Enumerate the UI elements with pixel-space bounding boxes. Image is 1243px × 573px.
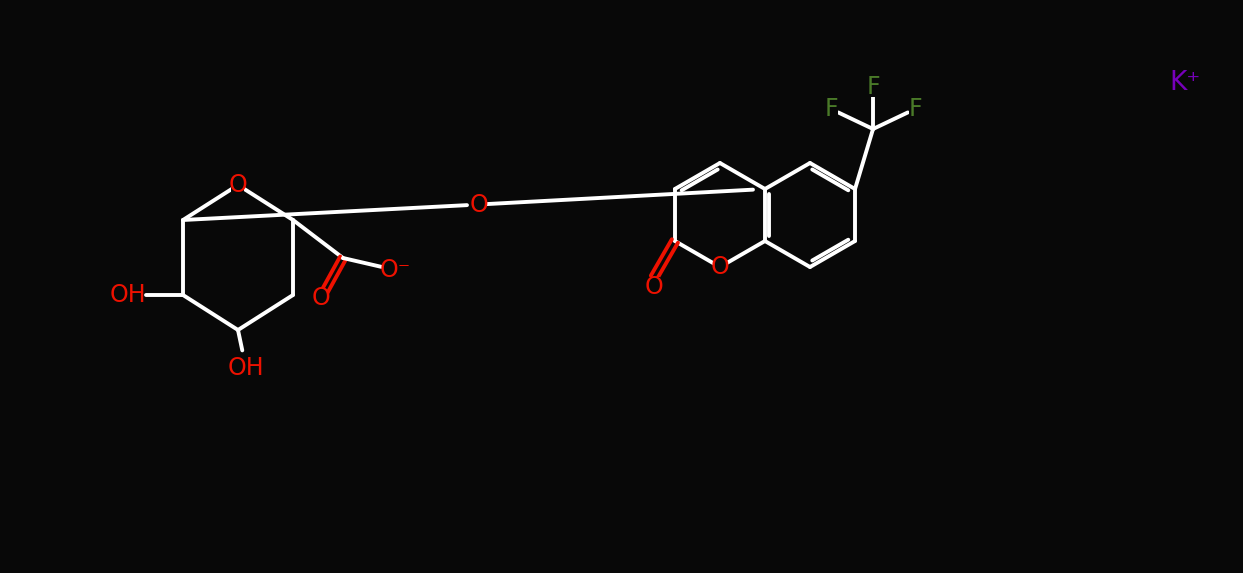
Text: O⁻: O⁻ [379, 258, 410, 282]
Text: O: O [312, 286, 331, 310]
Text: O: O [229, 173, 247, 197]
Bar [824, 99, 838, 119]
Bar [235, 358, 257, 378]
Text: O: O [645, 276, 664, 299]
Bar [909, 99, 921, 119]
Bar [384, 260, 406, 280]
Bar [472, 194, 486, 214]
Bar [866, 77, 880, 97]
Bar [117, 285, 139, 305]
Text: OH: OH [227, 356, 265, 380]
Text: OH: OH [109, 283, 147, 307]
Bar [1173, 73, 1196, 93]
Text: K⁺: K⁺ [1170, 70, 1201, 96]
Bar [648, 277, 660, 297]
Text: F: F [909, 97, 922, 121]
Text: O: O [711, 255, 730, 279]
Text: F: F [824, 97, 838, 121]
Text: O: O [470, 193, 488, 217]
Bar [314, 288, 327, 308]
Bar [231, 175, 245, 195]
Bar [713, 257, 726, 277]
Text: F: F [866, 75, 880, 99]
